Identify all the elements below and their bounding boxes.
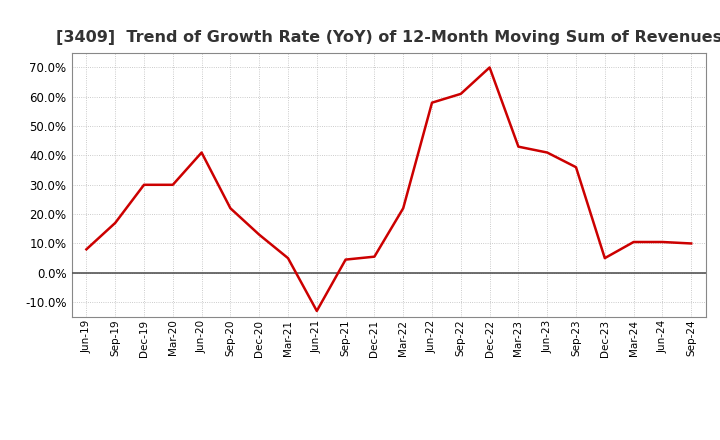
Title: [3409]  Trend of Growth Rate (YoY) of 12-Month Moving Sum of Revenues: [3409] Trend of Growth Rate (YoY) of 12-… [55,29,720,45]
